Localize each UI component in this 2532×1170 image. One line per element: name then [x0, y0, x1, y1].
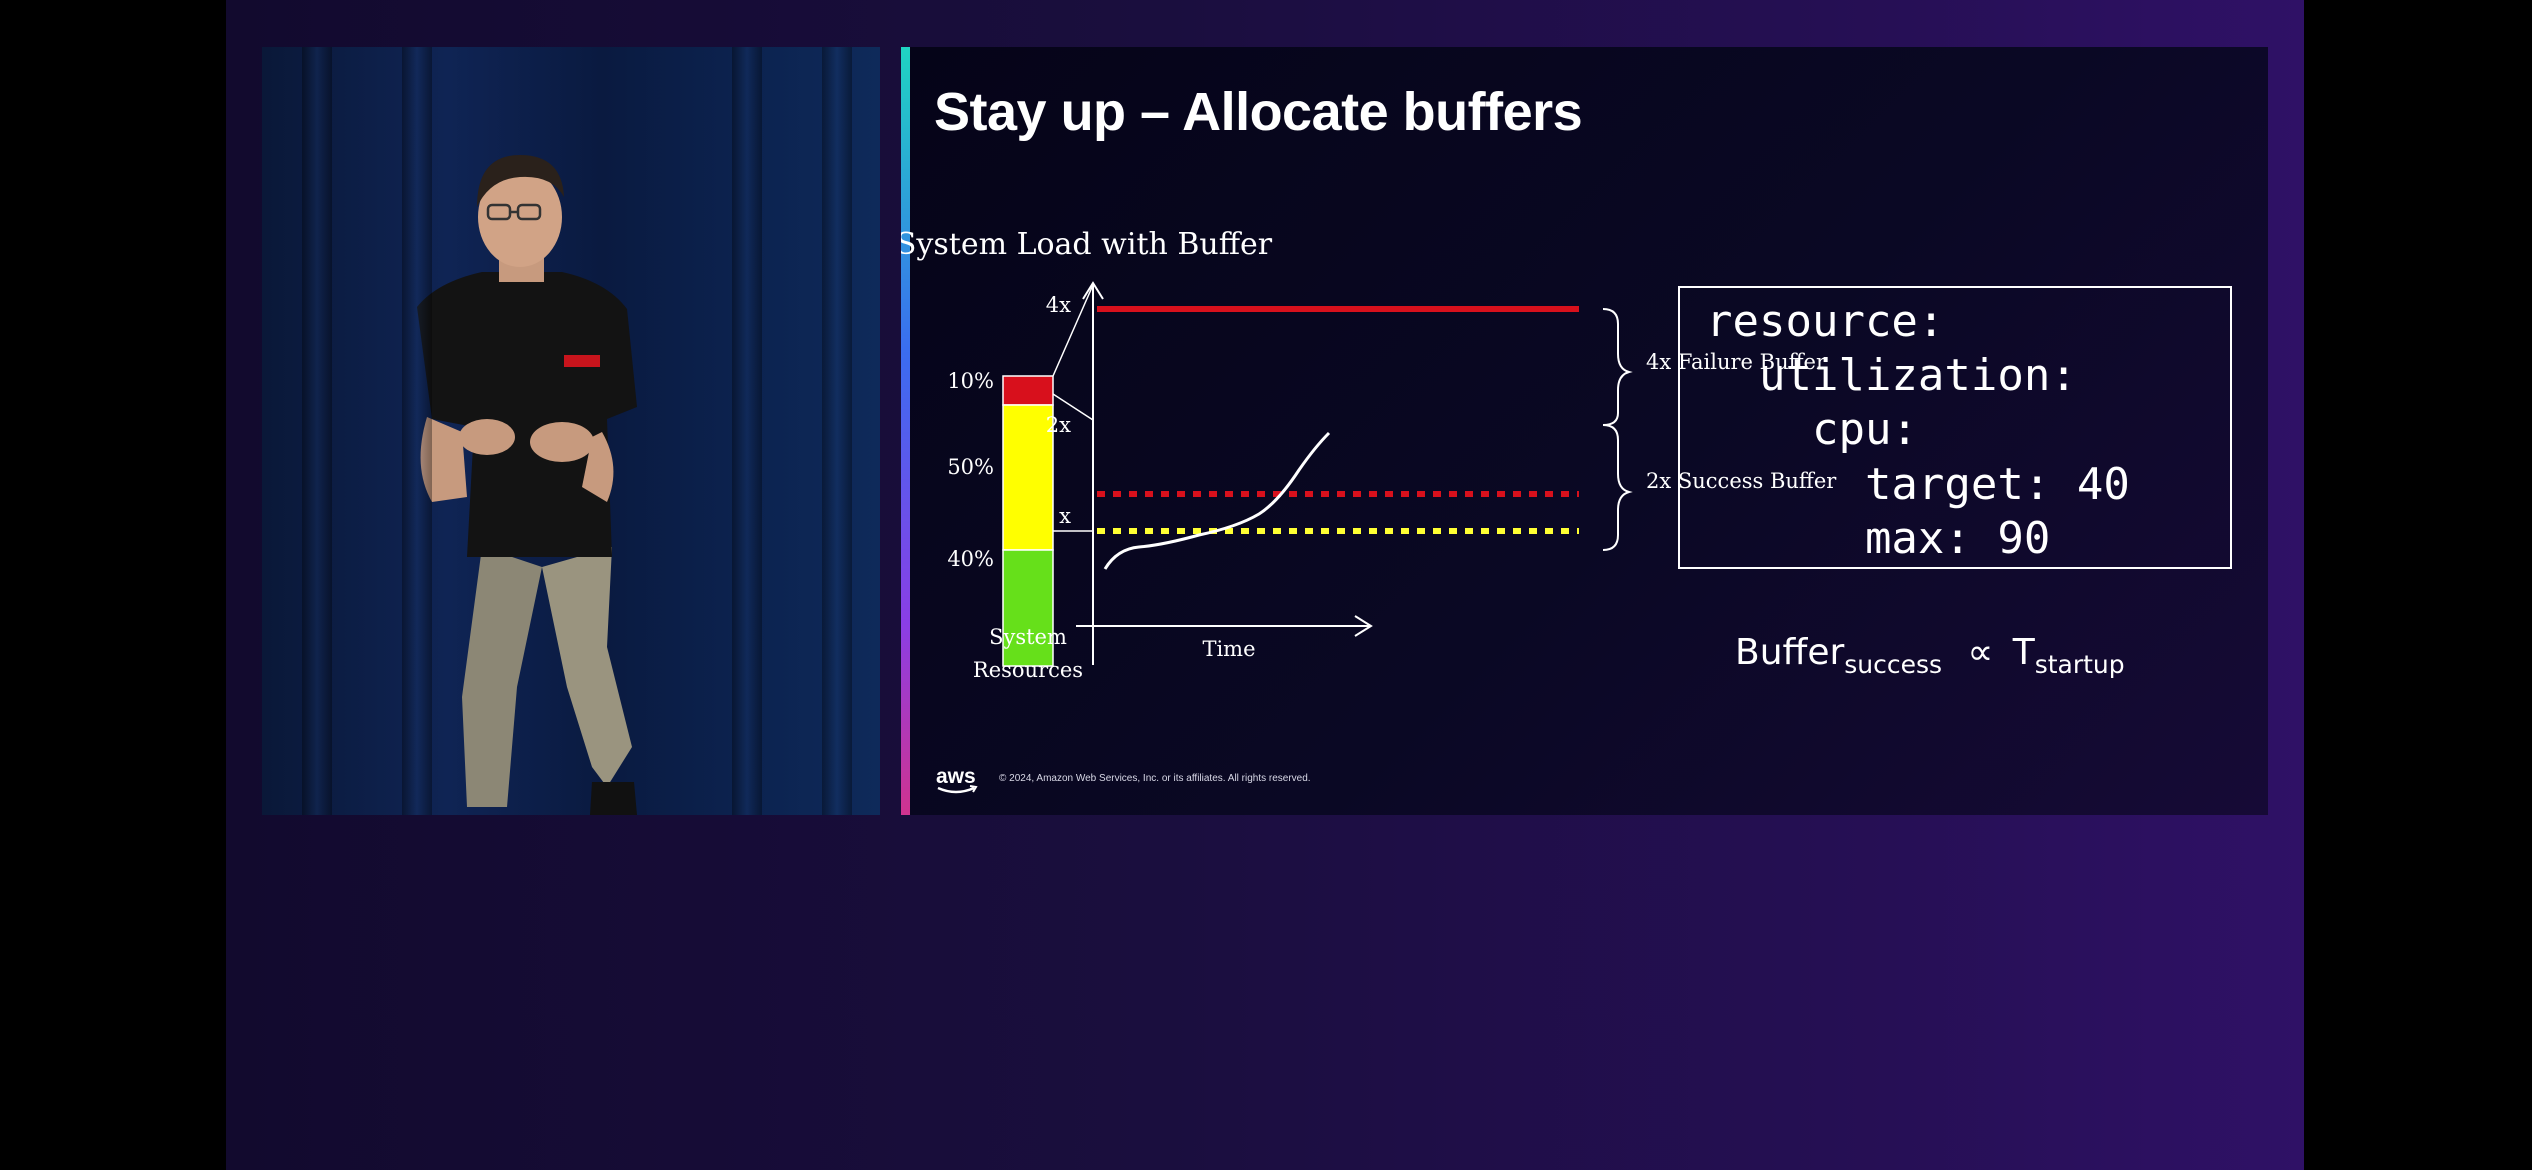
connector-line — [1052, 393, 1094, 421]
failure-buffer-brace — [1602, 308, 1633, 426]
buffer-formula: Buffersuccess ∝ Tstartup — [1735, 632, 2125, 679]
slide-title: Stay up – Allocate buffers — [934, 82, 1583, 142]
config-code-box: resource: utilization: cpu: target: 40 m… — [1678, 286, 2232, 569]
connector-line — [1052, 284, 1094, 377]
formula-t: T — [2012, 632, 2035, 673]
load-curve — [1103, 431, 1331, 570]
resource-segment-label: 40% — [947, 547, 994, 571]
buffer-level-lines — [1097, 306, 1579, 534]
resource-label-line2: Resources — [973, 658, 1083, 682]
resource-label-line1: System — [989, 625, 1067, 649]
speaker-video-panel — [262, 47, 880, 815]
failure-buffer-label: 4x Failure Buffer — [1646, 350, 1827, 374]
resource-segment-label: 50% — [947, 455, 994, 479]
resource-segment-1 — [1002, 404, 1054, 551]
code-line-cpu: cpu: — [1706, 404, 1918, 455]
slide-accent-bar — [901, 47, 910, 815]
formula-buffer-subscript: success — [1844, 650, 1943, 679]
formula-t-subscript: startup — [2034, 650, 2125, 679]
formula-proportional-symbol: ∝ — [1967, 632, 1994, 673]
x-axis-label: Time — [1202, 637, 1255, 661]
y-axis-arrow — [1082, 281, 1104, 300]
code-line-target: target: 40 — [1706, 459, 2130, 510]
copyright-notice: © 2024, Amazon Web Services, Inc. or its… — [999, 773, 1311, 784]
speaker-figure — [417, 155, 637, 815]
code-line-utilization: utilization: — [1706, 350, 2077, 401]
resource-bar — [1002, 375, 1054, 667]
video-stage: Stay up – Allocate buffers System Load w… — [226, 0, 2304, 1170]
level-label-x: x — [1059, 504, 1071, 528]
code-line-resource: resource: — [1706, 296, 1945, 347]
x-axis-arrow — [1354, 615, 1373, 637]
system-load-chart: System Load with Buffer 10% 50% 40% Syst… — [901, 227, 1837, 682]
code-line-max: max: 90 — [1706, 513, 2051, 564]
aws-logo-text: aws — [936, 765, 976, 788]
level-label-2x: 2x — [1046, 413, 1071, 437]
formula-buffer: Buffer — [1735, 632, 1845, 673]
level-label-4x: 4x — [1046, 293, 1071, 317]
presentation-slide: Stay up – Allocate buffers System Load w… — [901, 47, 2268, 815]
success-buffer-brace — [1602, 424, 1633, 551]
resource-segment-label: 10% — [947, 369, 994, 393]
chart-title: System Load with Buffer — [901, 227, 1273, 262]
resource-segment-0 — [1002, 375, 1054, 406]
resource-segment-2 — [1002, 549, 1054, 667]
aws-logo: aws — [934, 764, 982, 800]
success-buffer-label: 2x Success Buffer — [1646, 469, 1837, 493]
